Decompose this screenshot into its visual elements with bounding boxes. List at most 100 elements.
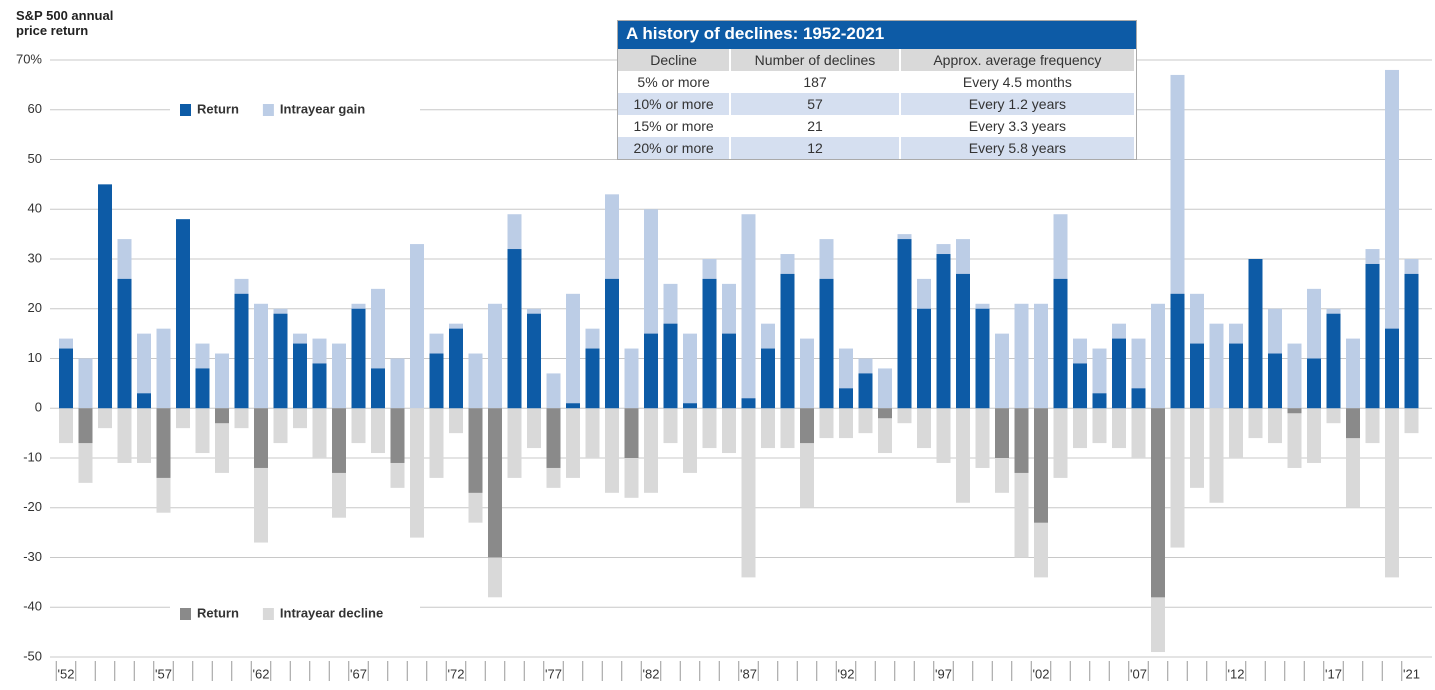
bar [624,348,639,409]
bar [741,214,756,409]
bar [1014,303,1029,409]
bar [1073,408,1087,449]
bar [858,408,873,434]
bar [312,363,327,409]
bar [1326,408,1341,424]
bar [215,408,229,473]
bar [332,343,346,409]
bar [215,353,229,409]
legend-swatch [262,608,274,620]
bar [702,408,717,449]
y-tick-label: 20 [28,300,42,315]
x-tick-label: '92 [838,666,855,681]
bar [780,408,795,449]
bar [1287,343,1302,409]
y-tick-label: 0 [35,400,42,415]
bar [956,273,970,409]
table-cell: Every 4.5 months [899,71,1137,93]
bar [585,408,600,458]
x-tick-label: '77 [545,666,562,681]
table-cell: 21 [730,115,901,137]
bar [507,408,522,478]
table-row: 20% or more 12 Every 5.8 years [618,137,1137,159]
x-tick-label: '57 [155,666,172,681]
table-title: A history of declines: 1952-2021 [618,21,1136,49]
bar [117,278,132,409]
bar [897,239,912,409]
x-tick-label: '21 [1403,666,1420,681]
x-tick-label: '07 [1130,666,1147,681]
bar [956,408,970,503]
table-cell: 12 [730,137,901,159]
bar [254,408,268,468]
bar [371,408,385,454]
bar [156,328,171,409]
bar [312,408,327,458]
table: Decline Number of declines Approx. average… [618,49,1137,159]
bar [546,373,561,409]
bar [1385,408,1399,578]
bar [1307,408,1321,463]
table-row: 15% or more 21 Every 3.3 years [618,115,1137,137]
table-cell: 20% or more [618,137,732,159]
bar [78,358,93,409]
bar [1073,363,1087,409]
bar [507,249,522,409]
bar [78,408,93,444]
bar [215,408,229,424]
table-cell: 15% or more [618,115,732,137]
bar [605,408,619,493]
legend-label: Return [197,101,239,116]
bar [1346,408,1360,439]
bar [936,254,951,409]
x-tick-label: '17 [1325,666,1342,681]
x-tick-label: '82 [643,666,660,681]
y-tick-label: -50 [23,648,42,663]
bar [741,398,756,409]
y-tick-label: 40 [28,201,42,216]
bar [858,373,873,409]
bar [195,408,210,454]
bar [429,353,444,409]
bar [449,408,463,434]
bar [59,408,73,444]
bar [449,328,463,409]
bar [137,393,151,409]
bar [1034,303,1048,409]
x-tick-label: '02 [1033,666,1050,681]
bar [566,403,580,409]
bar [1385,69,1399,409]
bar [546,408,561,468]
bar [390,408,405,463]
bar [1209,323,1224,409]
bar [663,408,678,444]
bar [1229,408,1243,458]
bar [254,303,268,409]
bar [1053,408,1068,478]
bar [1404,273,1419,409]
legend-swatch [180,608,191,620]
bar [1248,408,1263,439]
y-tick-label: -10 [23,449,42,464]
x-tick-label: '52 [58,666,75,681]
legend-label: Intrayear gain [280,101,365,116]
bar [1170,408,1185,548]
bar [624,408,639,458]
x-tick-label: '12 [1228,666,1245,681]
y-axis-title: S&P 500 annual price return [16,8,114,38]
bar [527,408,541,449]
column-header: Number of declines [730,49,901,71]
bar [410,244,424,409]
bar [605,278,619,409]
bar [156,408,171,478]
bar [293,408,307,429]
bar [1209,408,1224,503]
bar [1151,408,1165,598]
bar [566,293,580,409]
bar [1053,278,1068,409]
x-tick-label: '87 [740,666,757,681]
bar [137,408,151,463]
bar [468,353,483,409]
bar [1248,259,1263,409]
